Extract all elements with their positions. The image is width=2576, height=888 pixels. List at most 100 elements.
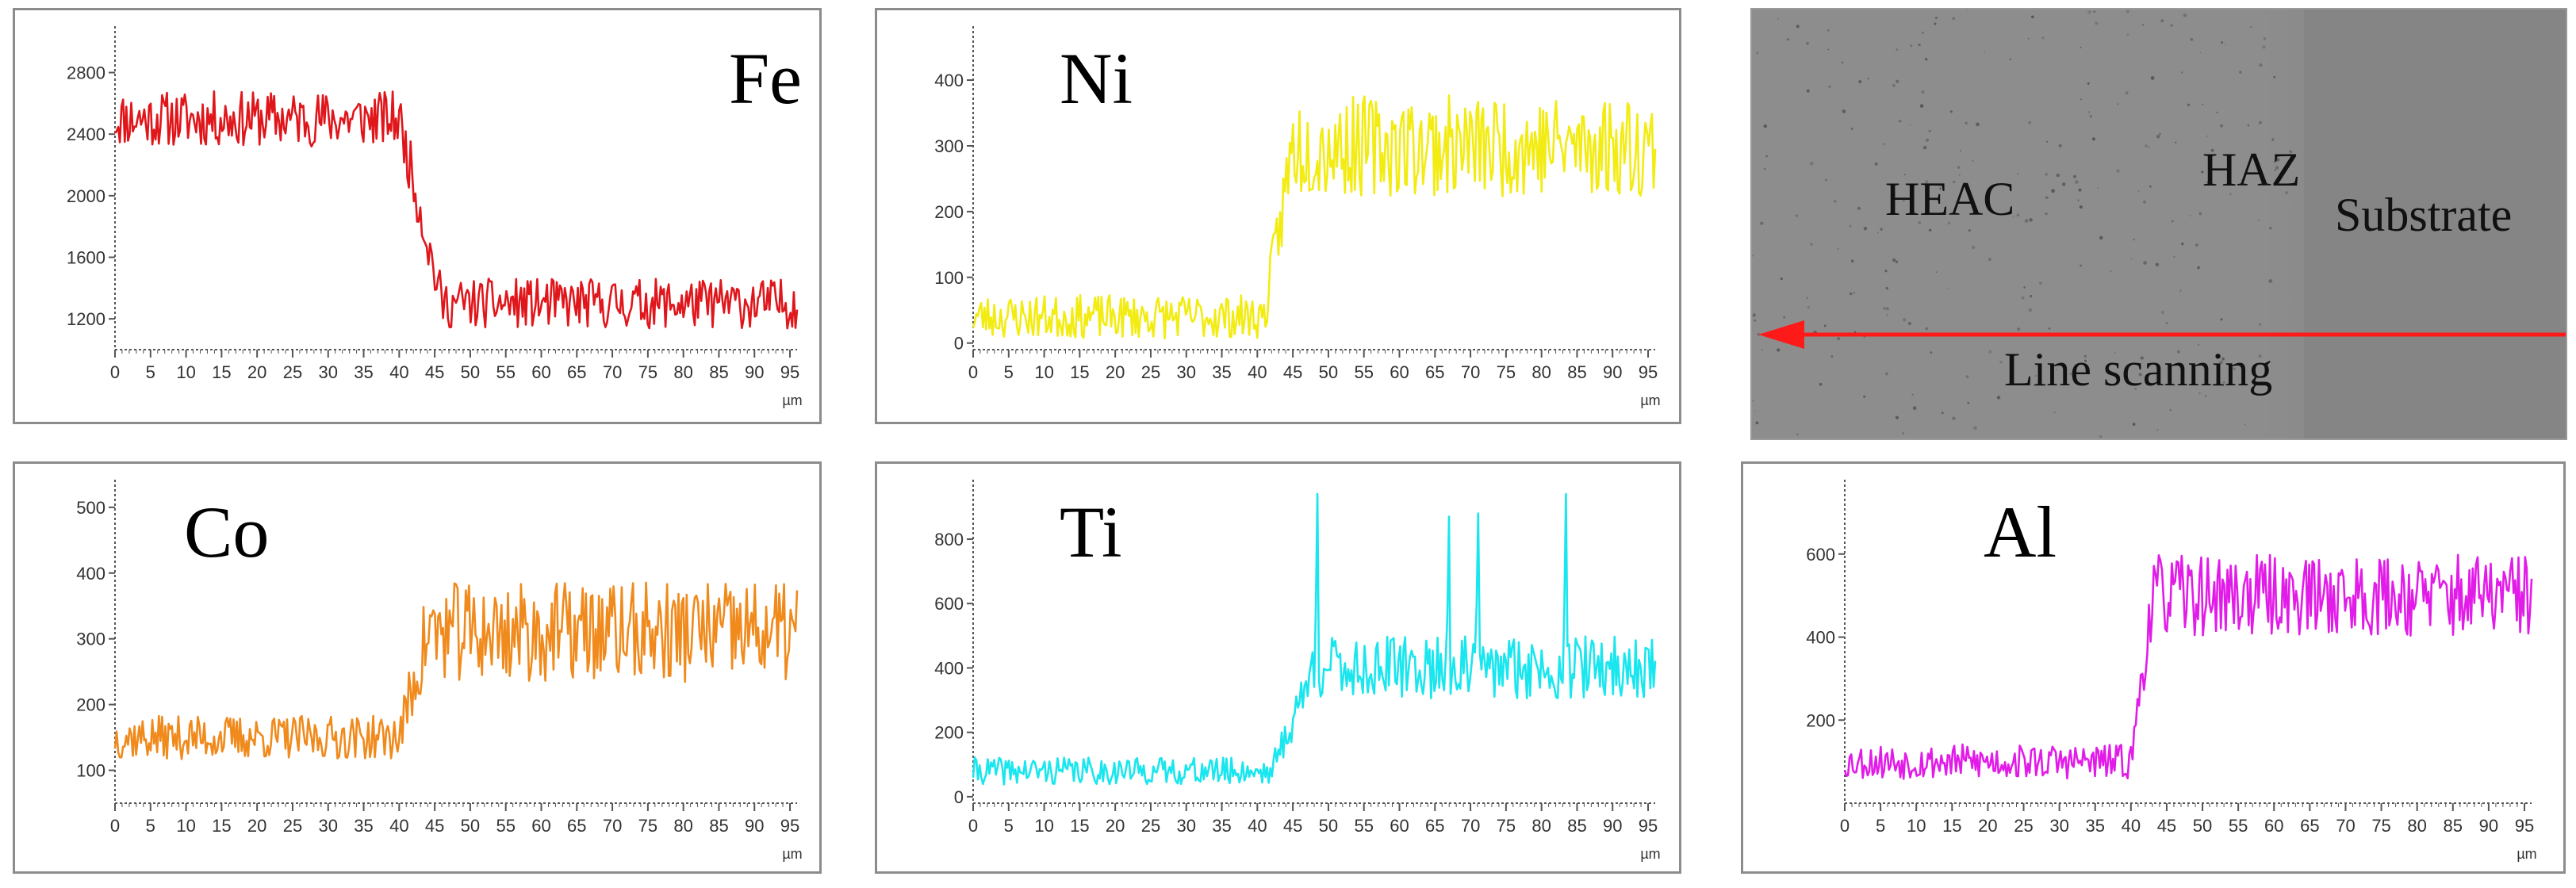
fe-x-tick-label: 65: [567, 362, 586, 382]
co-x-tick-label: 0: [110, 816, 120, 836]
micrograph-speck: [1972, 159, 1974, 162]
micrograph-speck: [2016, 213, 2020, 217]
co-x-tick-label: 45: [425, 816, 444, 836]
micrograph-speck: [1827, 29, 1830, 32]
micrograph-speck: [2061, 182, 2066, 186]
ni-x-tick-label: 10: [1034, 362, 1053, 382]
micrograph-speck: [1810, 243, 1813, 246]
micrograph-speck: [2204, 395, 2206, 397]
ti-x-tick-label: 10: [1034, 816, 1053, 836]
micrograph-speck: [2276, 158, 2280, 162]
micrograph-speck: [1895, 415, 1899, 419]
micrograph-speck: [1935, 271, 1938, 274]
micrograph-speck: [1752, 400, 1754, 402]
co-x-tick-label: 85: [709, 816, 728, 836]
ni-y-tick-label: 100: [934, 268, 964, 288]
ti-y-tick-label: 0: [954, 787, 964, 807]
micrograph-speck: [1874, 162, 1878, 166]
micrograph-speck: [2269, 226, 2272, 230]
fe-y-tick-label: 2000: [67, 186, 105, 206]
ni-x-tick-label: 25: [1141, 362, 1160, 382]
micrograph-speck: [1787, 38, 1790, 41]
micrograph-speck: [2198, 392, 2201, 395]
co-x-tick-label: 60: [531, 816, 550, 836]
micrograph-speck: [2143, 261, 2147, 265]
micrograph-speck: [1780, 278, 1783, 281]
line-scanning-label: Line scanning: [2004, 343, 2273, 396]
micrograph-speck: [2206, 181, 2209, 184]
al-x-tick-label: 0: [1840, 816, 1850, 836]
micrograph-speck: [2222, 381, 2225, 384]
micrograph-speck: [1988, 350, 1992, 354]
micrograph-speck: [2027, 38, 2030, 40]
ni-y-tick-label: 400: [934, 71, 964, 90]
micrograph-speck: [2198, 343, 2200, 346]
ti-x-tick-label: 95: [1639, 816, 1658, 836]
fe-y-tick-label: 2400: [67, 124, 105, 144]
al-x-tick-label: 10: [1907, 816, 1926, 836]
fe-x-unit-label: µm: [782, 392, 802, 408]
micrograph-speck: [1965, 375, 1969, 379]
al-x-tick-label: 60: [2264, 816, 2283, 836]
micrograph-speck: [1849, 292, 1853, 296]
micrograph-speck: [1834, 200, 1837, 203]
micrograph-speck: [2140, 356, 2144, 360]
al-x-tick-label: 85: [2444, 816, 2463, 836]
micrograph-speck: [2017, 327, 2021, 331]
micrograph-speck: [2220, 124, 2223, 128]
co-x-tick-label: 40: [389, 816, 408, 836]
ni-x-tick-label: 95: [1639, 362, 1658, 382]
micrograph-speck: [2244, 423, 2246, 426]
micrograph-speck: [2181, 242, 2184, 246]
micrograph-speck: [2089, 115, 2092, 118]
ti-y-tick-label: 800: [934, 530, 964, 549]
micrograph-speck: [1895, 260, 1899, 264]
micrograph-speck: [2155, 262, 2160, 266]
ni-chart: 0 100 200 300 400 0 5 10 15 20 25 30 35 40 45 50 55 60 65 7…: [934, 26, 1661, 408]
micrograph-speck: [1910, 189, 1914, 193]
micrograph-speck: [1828, 85, 1831, 88]
micrograph-speck: [2053, 411, 2056, 414]
ti-x-tick-label: 50: [1319, 816, 1338, 836]
micrograph-speck: [2125, 91, 2129, 95]
ni-chart-panel: 0 100 200 300 400 0 5 10 15 20 25 30 35 40 45 50 55 60 65 7…: [875, 8, 1681, 424]
micrograph-speck: [1902, 432, 1905, 434]
micrograph-speck: [2073, 174, 2076, 178]
fe-chart: 1200 1600 2000 2400 2800 0 5 10 15 20 25 30 35 40 45 50…: [67, 26, 803, 408]
fe-x-tick-label: 20: [247, 362, 266, 382]
al-chart: 200 400 600 0 5 10 15 20 25 30 35 40 45 50 55 60 65 70 75 8…: [1806, 480, 2537, 862]
micrograph-speck: [2259, 323, 2262, 326]
micrograph-speck: [1765, 155, 1768, 158]
co-x-tick-label: 90: [745, 816, 764, 836]
ti-x-tick-label: 65: [1425, 816, 1444, 836]
micrograph-speck: [1999, 361, 2003, 364]
micrograph-speck: [1857, 206, 1861, 210]
micrograph-speck: [1911, 393, 1914, 396]
micrograph-speck: [2039, 281, 2042, 285]
micrograph-speck: [1763, 167, 1766, 170]
ti-x-tick-label: 80: [1531, 816, 1551, 836]
micrograph-speck: [1827, 48, 1830, 51]
micrograph-speck: [2117, 103, 2119, 105]
al-x-tick-label: 5: [1876, 816, 1885, 836]
co-x-tick-label: 80: [673, 816, 692, 836]
micrograph-speck: [2183, 13, 2187, 17]
al-x-tick-label: 65: [2300, 816, 2319, 836]
co-x-tick-label: 50: [461, 816, 480, 836]
micrograph-speck: [2201, 170, 2204, 174]
micrograph-speck: [1968, 229, 1971, 232]
ni-x-tick-label: 30: [1177, 362, 1196, 382]
micrograph-speck: [2145, 144, 2148, 147]
micrograph-speck: [1973, 426, 1977, 430]
ni-x-tick-label: 45: [1283, 362, 1302, 382]
micrograph-speck: [2056, 174, 2060, 178]
ni-x-tick-label: 40: [1248, 362, 1267, 382]
al-x-tick-label: 90: [2479, 816, 2498, 836]
micrograph-speck: [2221, 357, 2225, 361]
micrograph-speck: [1842, 109, 1846, 113]
micrograph-speck: [2190, 215, 2191, 217]
micrograph-speck: [1884, 270, 1888, 273]
fe-x-tick-label: 45: [425, 362, 444, 382]
micrograph-speck: [2045, 196, 2049, 199]
ti-x-tick-label: 55: [1354, 816, 1373, 836]
